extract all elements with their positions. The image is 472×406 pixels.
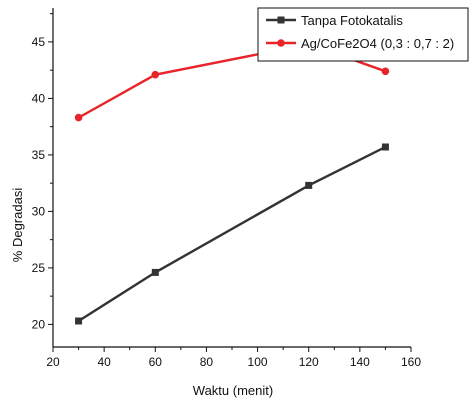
y-tick-label: 45	[32, 35, 46, 49]
data-point	[151, 268, 159, 276]
y-tick-label: 30	[32, 204, 46, 218]
x-tick-label: 100	[248, 355, 268, 369]
legend: Tanpa Fotokatalis Ag/CoFe2O4 (0,3 : 0,7 :…	[257, 7, 469, 62]
data-point	[151, 70, 160, 79]
x-axis-ticks: 20 40 60 80 100 120 140 160	[46, 347, 421, 369]
y-tick-label: 40	[32, 91, 46, 105]
y-tick-label: 25	[32, 261, 46, 275]
y-tick-label: 20	[32, 317, 46, 331]
x-tick-label: 140	[350, 355, 370, 369]
x-tick-label: 60	[149, 355, 163, 369]
x-tick-label: 40	[97, 355, 111, 369]
legend-box	[257, 7, 469, 62]
series-layer	[74, 40, 390, 325]
x-tick-label: 80	[200, 355, 214, 369]
data-point	[305, 181, 313, 189]
data-point	[74, 113, 83, 122]
y-axis-title: % Degradasi	[10, 188, 25, 263]
legend-marker	[277, 16, 285, 24]
data-point	[75, 317, 83, 325]
y-tick-label: 35	[32, 148, 46, 162]
x-tick-label: 160	[401, 355, 421, 369]
series-line-1	[77, 145, 386, 323]
x-tick-label: 120	[299, 355, 319, 369]
data-point	[381, 143, 389, 151]
x-tick-label: 20	[46, 355, 60, 369]
x-axis-title: Waktu (menit)	[193, 383, 273, 398]
legend-label: Tanpa Fotokatalis	[301, 13, 403, 28]
y-axis-ticks: 20 25 30 35 40 45	[32, 13, 53, 331]
legend-marker	[277, 39, 285, 47]
data-point	[381, 67, 390, 76]
legend-label: Ag/CoFe2O4 (0,3 : 0,7 : 2)	[301, 36, 454, 51]
